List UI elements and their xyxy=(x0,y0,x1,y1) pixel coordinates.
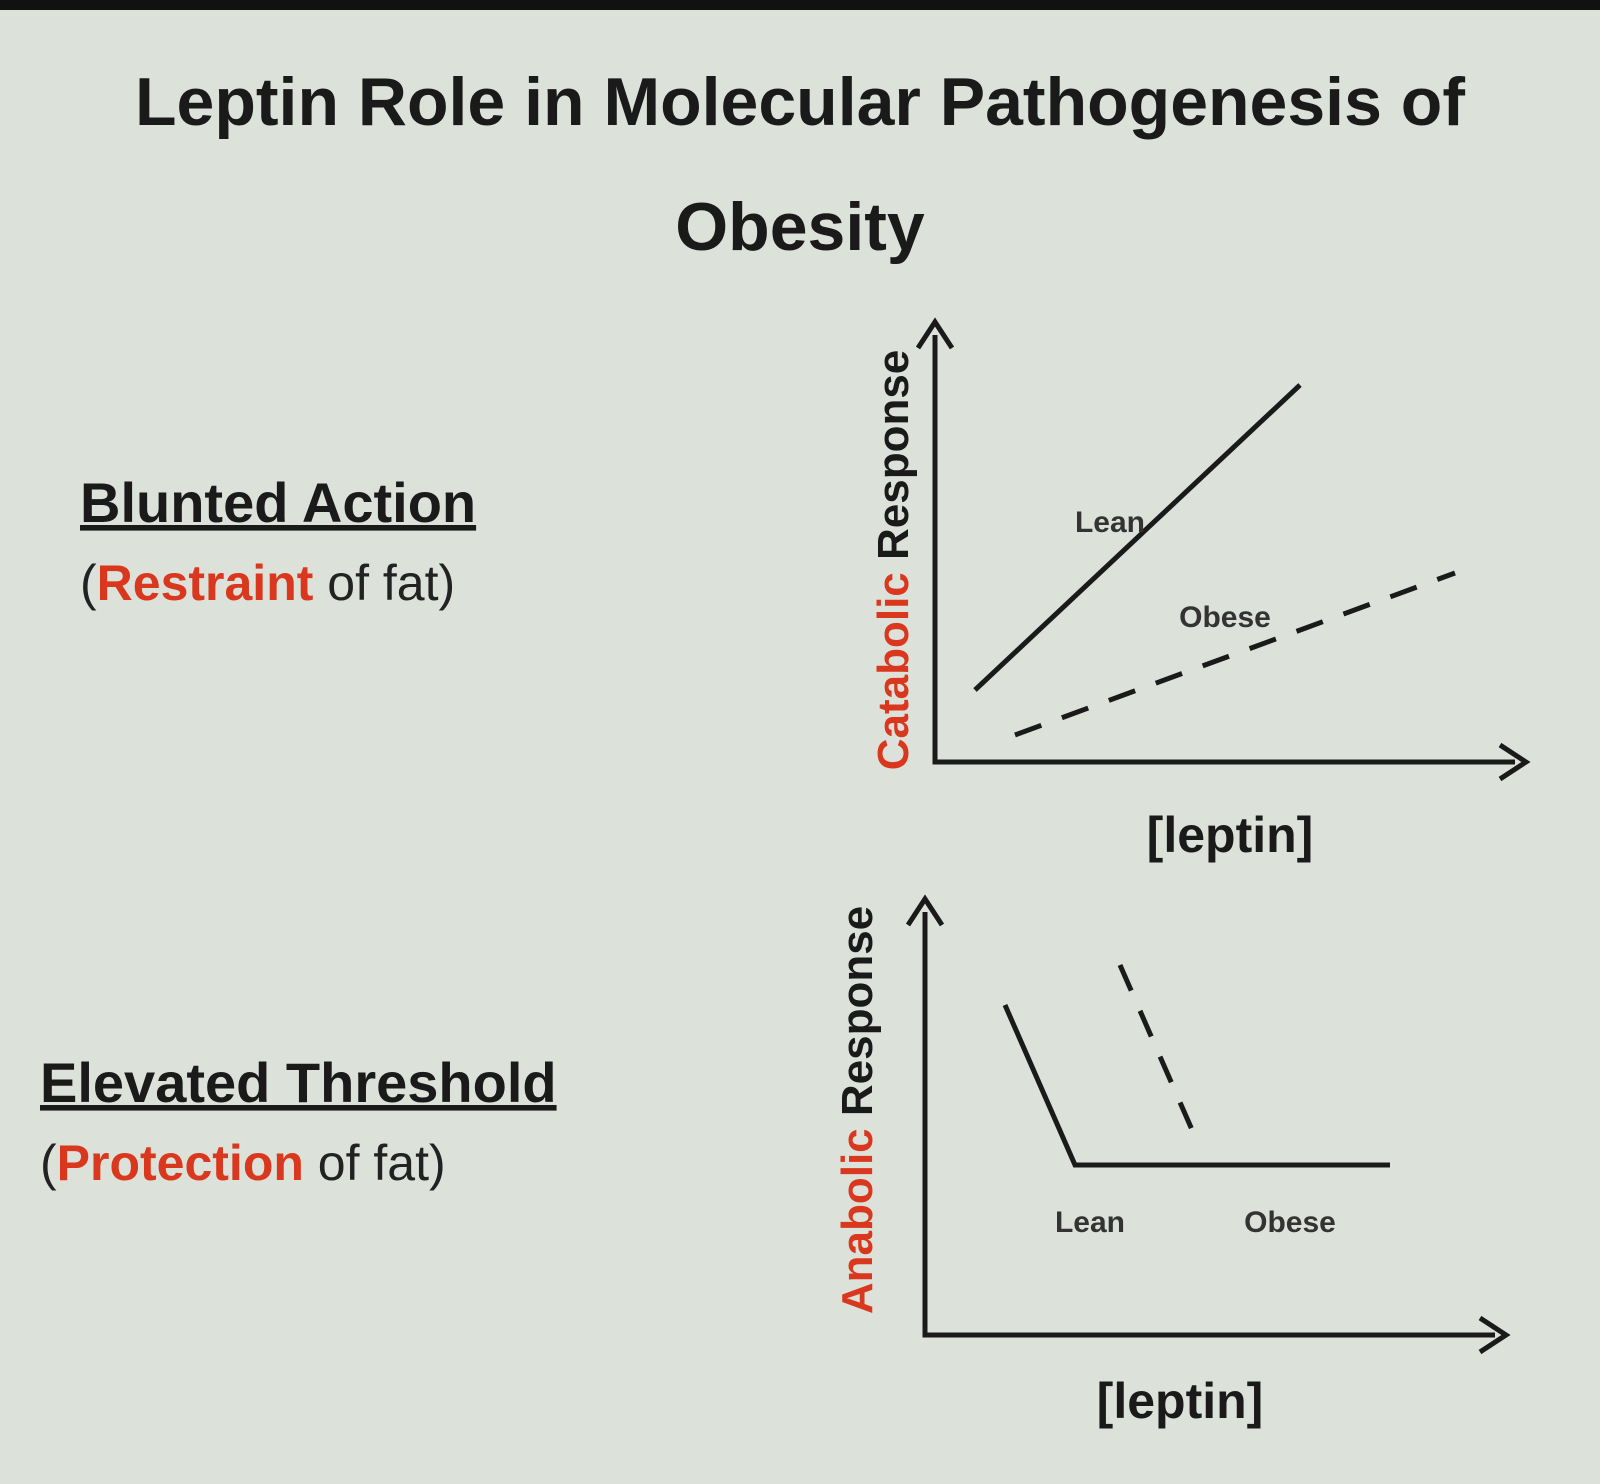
curve-label: Lean xyxy=(1075,506,1145,539)
item-heading: Elevated Threshold xyxy=(40,1051,557,1114)
note-part: ( xyxy=(40,1135,57,1191)
x-label: [leptin] xyxy=(1097,1373,1264,1429)
top-bar xyxy=(0,0,1600,10)
arrowheads xyxy=(915,317,1531,782)
x-label: [leptin] xyxy=(1147,807,1314,863)
y-label-rest: Response xyxy=(833,906,882,1129)
curve-label: Lean xyxy=(1055,1206,1125,1239)
y-label: Anabolic Response xyxy=(833,906,882,1314)
item-heading: Blunted Action xyxy=(80,471,476,534)
y-label: Catabolic Response xyxy=(869,350,918,771)
y-label-highlight: Anabolic xyxy=(833,1128,882,1314)
note-part: of fat) xyxy=(313,555,455,611)
title: Leptin Role in Molecular Pathogenesis of… xyxy=(135,64,1465,265)
y-label-highlight: Catabolic xyxy=(869,572,918,770)
curve-label: Obese xyxy=(1179,601,1271,634)
lean-line xyxy=(1002,1003,1390,1168)
axes xyxy=(932,335,1515,765)
curve-label: Obese xyxy=(1244,1206,1336,1239)
obese-line xyxy=(1014,570,1456,738)
item-note: (Restraint of fat) xyxy=(80,555,455,611)
note-part: of fat) xyxy=(304,1135,446,1191)
note-part: ( xyxy=(80,555,97,611)
axes xyxy=(922,912,1495,1338)
lean-line xyxy=(973,383,1302,692)
y-label-rest: Response xyxy=(869,350,918,573)
item-note: (Protection of fat) xyxy=(40,1135,446,1191)
note-highlight: Restraint xyxy=(97,555,314,611)
note-highlight: Protection xyxy=(57,1135,304,1191)
arrowheads xyxy=(905,894,1511,1355)
obese-line xyxy=(1117,963,1203,1150)
